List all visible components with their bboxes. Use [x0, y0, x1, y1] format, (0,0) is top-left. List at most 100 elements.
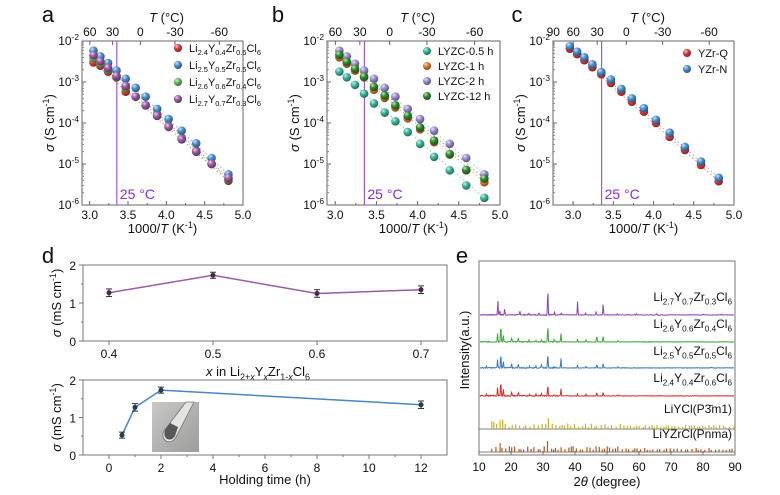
data-point: [350, 64, 360, 74]
y-tick-label: 2: [69, 374, 76, 388]
legend-marker: [174, 61, 182, 69]
top-tick-label: -30: [166, 25, 184, 39]
data-point: [177, 135, 186, 144]
legend-marker: [174, 44, 182, 52]
data-point: [617, 84, 626, 94]
x-tick-label: 3.5: [605, 208, 622, 222]
y-tick-label: 1: [69, 412, 76, 426]
x-tick-label: 12: [414, 461, 428, 475]
inset-photo: [152, 401, 199, 452]
x-axis-title: 1000/T (K-1): [379, 220, 448, 236]
data-point: [103, 63, 113, 73]
data-point: [359, 89, 369, 98]
legend-marker: [174, 95, 182, 103]
x-tick-label: 50: [600, 460, 614, 474]
data-point: [480, 193, 489, 203]
y-tick-label: 10-5: [58, 155, 79, 171]
top-tick-label: 90: [547, 25, 561, 39]
top-tick-label: -60: [466, 25, 484, 39]
fit-line: [93, 50, 229, 175]
annotation-25C: 25 °C: [120, 186, 155, 202]
data-point: [680, 142, 690, 152]
data-point: [96, 56, 105, 66]
y-tick-label: 0: [69, 335, 76, 349]
data-point: [418, 287, 424, 293]
top-tick-label: -60: [701, 25, 719, 39]
data-point: [121, 81, 130, 91]
y-tick-label: 10-6: [58, 196, 79, 212]
x-tick-label: 4.0: [158, 208, 175, 222]
y-tick-label: 10-3: [303, 73, 324, 89]
legend-marker: [174, 78, 182, 86]
legend-marker: [423, 77, 431, 85]
xrd-pattern: [480, 356, 735, 370]
data-point: [380, 91, 389, 100]
data-point: [359, 66, 369, 75]
data-point: [369, 99, 379, 108]
data-point: [429, 126, 439, 135]
powder-icon: [164, 423, 178, 440]
pattern-label: Li2.6Y0.6Zr0.4Cl6: [653, 317, 732, 333]
y-axis-title: Intensity(a.u.): [457, 311, 472, 390]
data-point: [121, 74, 130, 84]
data-point: [391, 101, 400, 110]
x-tick-label: 4.5: [685, 208, 702, 222]
data-point: [461, 153, 471, 163]
data-point: [314, 291, 320, 296]
data-point: [152, 104, 162, 114]
data-point: [369, 82, 379, 92]
x-tick-label: 0.7: [413, 347, 430, 361]
legend-marker: [683, 49, 691, 57]
data-point: [651, 115, 661, 125]
legend-label: Li2.6Y0.6Zr0.4Cl6: [189, 77, 261, 91]
x-tick-label: 8: [314, 461, 321, 475]
data-point: [418, 402, 424, 408]
data-point: [380, 83, 389, 93]
data-point: [572, 47, 582, 56]
data-point: [403, 111, 413, 121]
y-tick-label: 2: [69, 259, 76, 273]
panel-label-c: c: [512, 2, 523, 27]
x-tick-label: 5.0: [235, 208, 252, 222]
x-tick-label: 3.5: [120, 208, 137, 222]
x-axis-title: 1000/T (K-1): [609, 220, 678, 236]
x-tick-label: 10: [362, 461, 376, 475]
data-point: [445, 166, 455, 175]
x-tick-label: 5.0: [492, 208, 509, 222]
top-tick-label: 60: [83, 25, 97, 39]
pattern-label: Li2.5Y0.5Zr0.5Cl6: [653, 344, 732, 360]
legend-label: YZr-N: [698, 64, 727, 76]
top-tick-label: 30: [106, 25, 120, 39]
y-tick-label: 10-6: [529, 196, 550, 212]
x-tick-label: 4: [210, 461, 217, 475]
data-point: [429, 136, 439, 146]
x-tick-label: 3.5: [368, 208, 385, 222]
data-point: [207, 159, 216, 169]
data-point: [580, 53, 589, 62]
x-tick-label: 2: [158, 461, 165, 475]
y-tick-label: 10-2: [303, 32, 324, 48]
x-tick-label: 0.6: [309, 347, 326, 361]
x-axis-title: 2θ (degree): [573, 474, 640, 489]
data-point: [335, 67, 344, 76]
x-axis-title: Holding time (h): [219, 472, 311, 487]
plot-frame: [82, 264, 448, 342]
x-axis-title: x in Li2+xYxZr1-xCl6: [205, 364, 310, 382]
x-tick-label: 6: [262, 461, 269, 475]
data-point: [112, 71, 121, 81]
data-point: [342, 73, 352, 82]
y-axis-title: σ (mS cm-1): [48, 269, 64, 338]
x-tick-label: 10: [472, 460, 486, 474]
x-tick-label: 90: [728, 460, 742, 474]
legend-label: Li2.7Y0.7Zr0.3Cl6: [189, 94, 261, 108]
xrd-pattern: [479, 383, 735, 398]
y-axis-title: σ (mS cm-1): [48, 383, 64, 452]
top-tick-label: 30: [590, 25, 604, 39]
data-point: [132, 404, 138, 410]
legend-marker: [423, 62, 431, 70]
y-axis-title: σ (S cm-1): [41, 94, 57, 152]
top-tick-label: 60: [329, 25, 343, 39]
data-point: [596, 67, 606, 77]
data-point: [207, 153, 216, 163]
